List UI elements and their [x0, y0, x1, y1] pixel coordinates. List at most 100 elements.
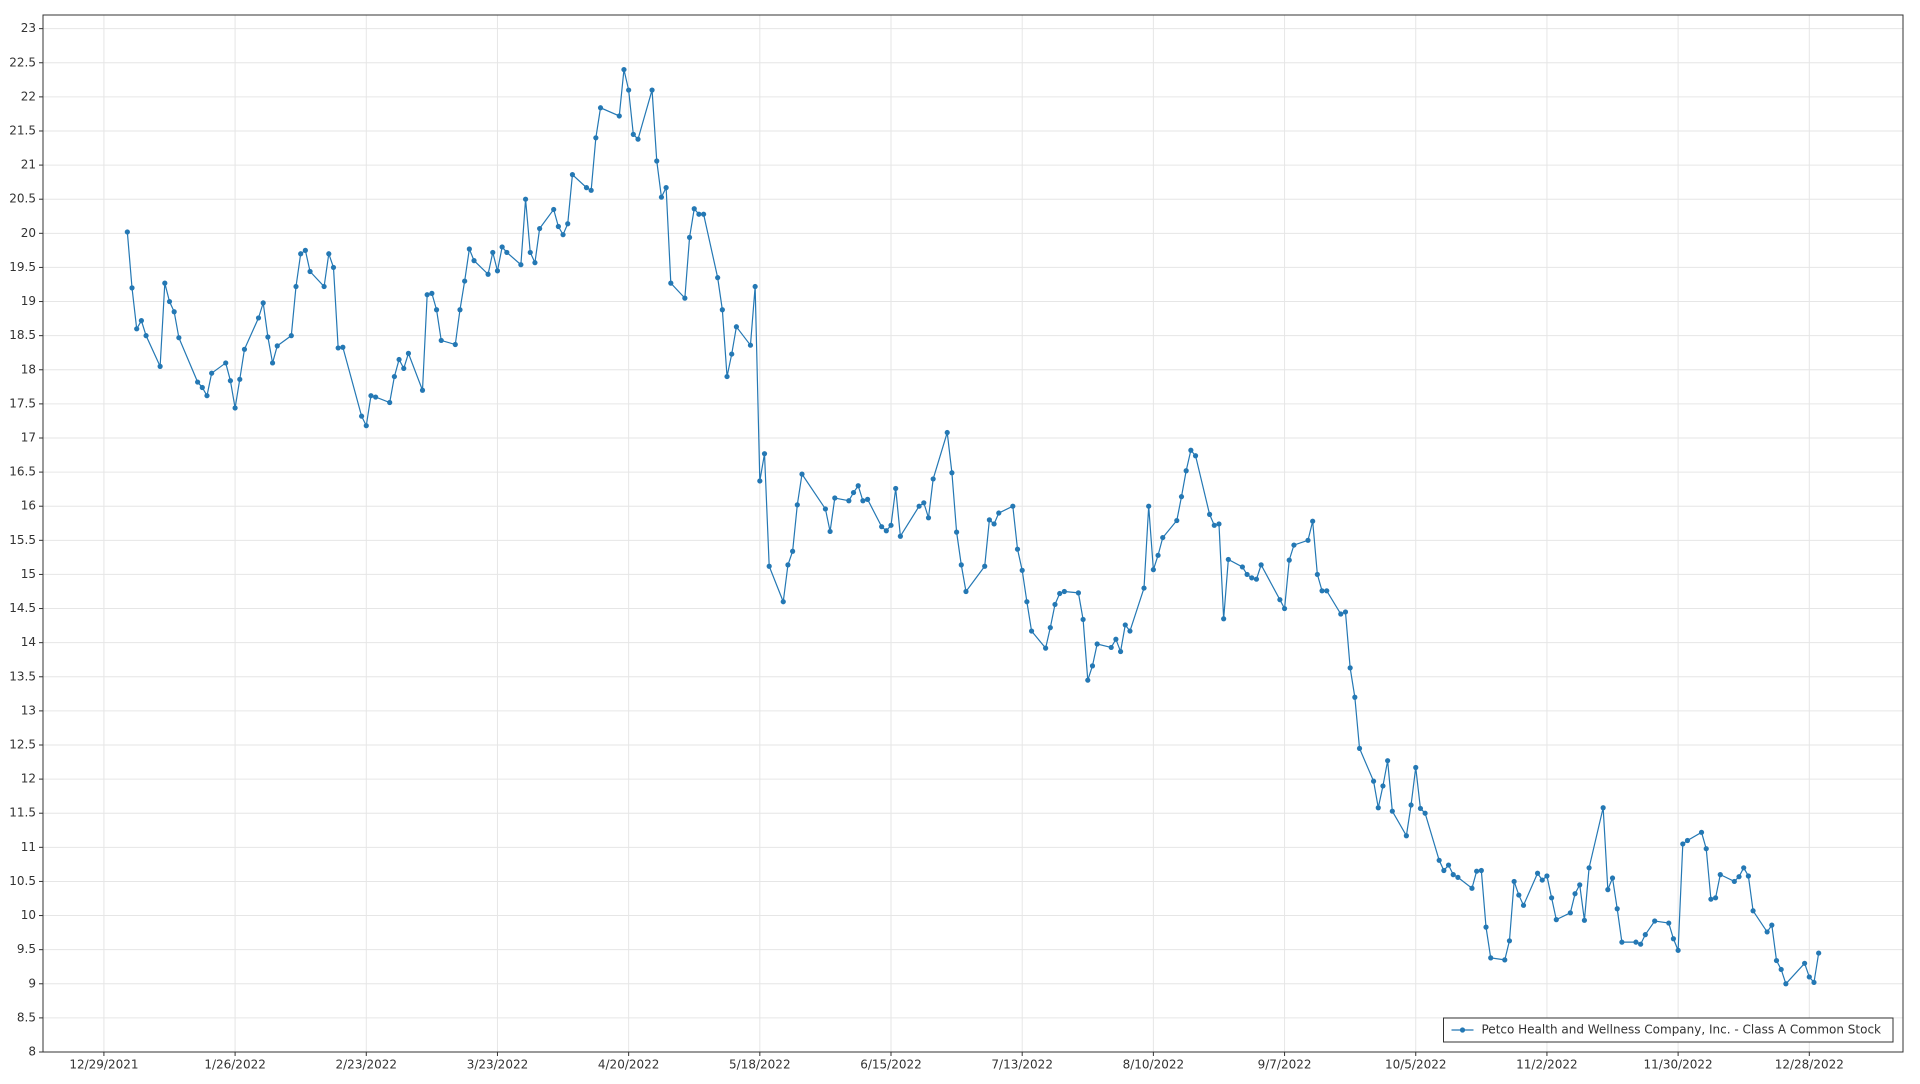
data-point — [1605, 887, 1611, 893]
data-point — [424, 292, 430, 298]
data-point — [274, 343, 280, 349]
data-point — [195, 379, 201, 385]
data-point — [1150, 567, 1156, 573]
data-point — [1052, 601, 1058, 608]
data-point — [996, 510, 1002, 516]
y-tick-label: 22.5 — [9, 55, 36, 69]
data-point — [1061, 588, 1067, 595]
y-tick-label: 8 — [28, 1045, 36, 1059]
data-point — [701, 211, 707, 217]
data-point — [1146, 503, 1152, 509]
data-point — [621, 66, 627, 73]
data-point — [232, 405, 238, 411]
data-point — [1314, 571, 1320, 578]
data-point — [1469, 885, 1475, 891]
data-point — [1567, 910, 1573, 916]
data-point — [1085, 677, 1091, 683]
data-point — [396, 356, 402, 363]
data-point — [949, 470, 955, 476]
data-point — [1422, 810, 1428, 816]
data-point — [1802, 960, 1808, 966]
data-point — [1577, 882, 1583, 888]
data-point — [954, 529, 960, 535]
data-point — [1080, 616, 1086, 623]
y-tick-label: 8.5 — [17, 1010, 36, 1024]
data-point — [209, 370, 215, 376]
data-point — [1089, 663, 1096, 669]
data-point — [1206, 511, 1213, 517]
data-point — [1534, 870, 1541, 876]
y-tick-label: 18 — [21, 362, 36, 376]
data-point — [471, 258, 477, 264]
data-point — [490, 249, 496, 256]
y-tick-label: 17.5 — [9, 396, 36, 410]
data-point — [124, 229, 130, 235]
data-point — [1281, 605, 1288, 612]
data-point — [630, 131, 636, 137]
x-tick-label: 11/30/2022 — [1644, 1058, 1713, 1072]
data-point — [1291, 542, 1297, 548]
data-point — [527, 249, 533, 256]
data-point — [1211, 522, 1217, 528]
data-point — [888, 522, 894, 528]
data-point — [1389, 808, 1395, 814]
legend-label: Petco Health and Wellness Company, Inc. … — [1482, 1023, 1882, 1037]
data-point — [963, 588, 969, 595]
data-point — [302, 247, 308, 253]
data-point — [921, 500, 927, 506]
data-point — [1047, 625, 1053, 631]
data-point — [1773, 957, 1780, 964]
data-point — [597, 105, 604, 111]
data-point — [916, 503, 922, 509]
data-point — [626, 87, 632, 93]
x-tick-label: 11/2/2022 — [1516, 1058, 1578, 1072]
data-point — [162, 280, 168, 286]
x-tick-label: 3/23/2022 — [467, 1058, 529, 1072]
y-tick-label: 10 — [21, 908, 36, 922]
y-tick-label: 15.5 — [9, 533, 36, 547]
x-tick-label: 2/23/2022 — [336, 1058, 398, 1072]
data-point — [682, 295, 688, 301]
data-point — [1356, 745, 1363, 752]
data-point — [864, 496, 871, 502]
data-point — [1520, 902, 1527, 908]
y-tick-label: 15 — [21, 567, 36, 581]
y-tick-label: 16.5 — [9, 465, 36, 479]
data-point — [260, 300, 266, 306]
data-point — [499, 244, 505, 250]
data-point — [1094, 641, 1100, 647]
data-point — [326, 251, 332, 257]
data-point — [466, 246, 472, 252]
data-point — [1310, 518, 1316, 524]
data-point — [485, 271, 491, 277]
data-point — [241, 346, 248, 352]
data-point — [766, 563, 772, 569]
data-point — [1286, 557, 1292, 563]
data-point — [1225, 556, 1231, 563]
data-point — [1619, 939, 1625, 945]
data-point — [1160, 534, 1166, 541]
y-tick-label: 14 — [21, 635, 36, 649]
data-point — [1436, 857, 1442, 863]
data-point — [1352, 694, 1358, 700]
data-point — [405, 350, 412, 356]
data-point — [227, 378, 234, 384]
data-point — [363, 423, 369, 429]
data-point — [433, 307, 440, 313]
data-point — [269, 360, 276, 366]
y-tick-label: 9.5 — [17, 942, 36, 956]
data-point — [1586, 865, 1592, 871]
data-point — [373, 394, 379, 400]
data-point — [583, 185, 590, 191]
data-point — [237, 376, 243, 382]
data-point — [1581, 917, 1588, 923]
y-tick-label: 13.5 — [9, 669, 36, 683]
x-tick-label: 5/18/2022 — [729, 1058, 791, 1072]
data-point — [387, 399, 393, 406]
data-point — [1750, 908, 1756, 914]
data-point — [340, 344, 346, 350]
data-point — [1019, 567, 1025, 573]
data-point — [883, 528, 889, 534]
data-point — [925, 515, 932, 521]
data-point — [635, 136, 641, 142]
